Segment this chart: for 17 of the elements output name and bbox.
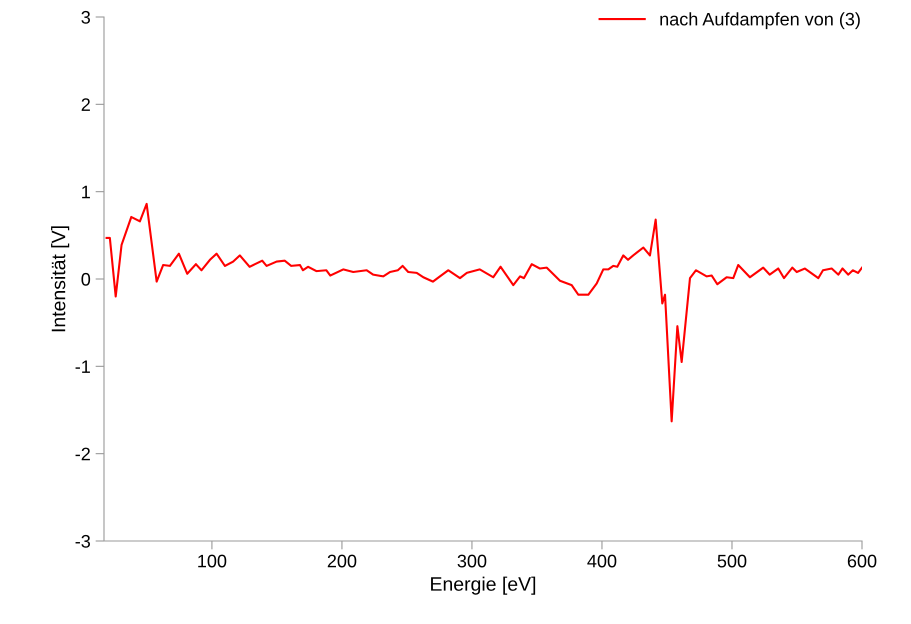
y-tick-label: -1: [76, 360, 90, 373]
line-series: [106, 202, 862, 422]
y-tick-label: 0: [81, 272, 90, 286]
x-axis-title: Energie [eV]: [431, 576, 536, 595]
x-tick-label: 600: [848, 554, 876, 568]
y-tick-label: -3: [76, 534, 90, 548]
x-tick-label: 300: [458, 554, 486, 568]
y-tick-label: 3: [81, 10, 90, 24]
x-tick-label: 100: [198, 554, 226, 568]
y-axis-title: Intensität [V]: [51, 226, 70, 332]
legend-label: nach Aufdampfen von (3): [660, 12, 860, 30]
x-tick-label: 200: [328, 554, 356, 568]
y-tick-label: -2: [76, 448, 90, 460]
x-tick-label: 500: [718, 554, 746, 568]
y-tick-label: 1: [82, 186, 90, 198]
x-tick-label: 400: [587, 554, 616, 568]
y-tick-label: 2: [82, 98, 90, 111]
